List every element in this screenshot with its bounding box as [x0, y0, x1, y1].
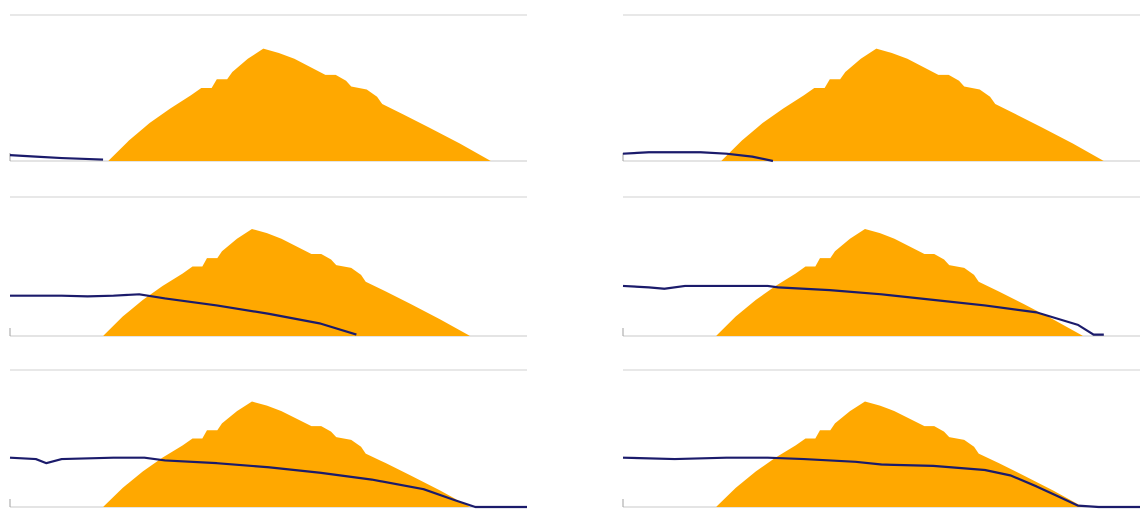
line: [9, 456, 527, 509]
line: [622, 151, 774, 163]
line: [10, 293, 357, 336]
area: [108, 48, 491, 161]
area: [716, 228, 1084, 336]
line: [622, 284, 1104, 336]
line: [9, 154, 104, 161]
area: [103, 228, 471, 336]
area: [721, 48, 1104, 161]
area: [716, 401, 1084, 507]
line: [622, 456, 1140, 509]
area: [103, 401, 471, 507]
